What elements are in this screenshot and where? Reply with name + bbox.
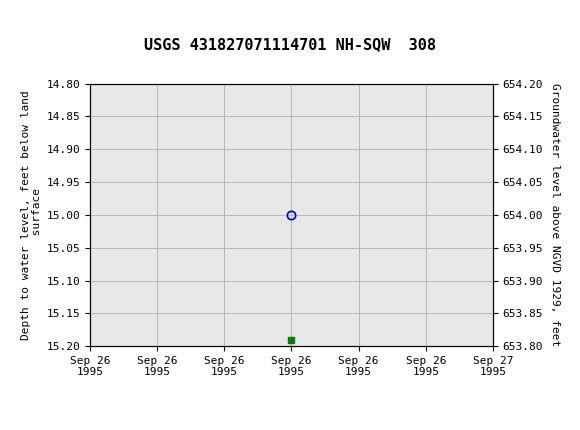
Text: USGS 431827071114701 NH-SQW  308: USGS 431827071114701 NH-SQW 308 [144, 37, 436, 52]
Y-axis label: Depth to water level, feet below land
 surface: Depth to water level, feet below land su… [21, 90, 42, 340]
Text: ≡USGS: ≡USGS [6, 7, 77, 25]
Y-axis label: Groundwater level above NGVD 1929, feet: Groundwater level above NGVD 1929, feet [550, 83, 560, 347]
